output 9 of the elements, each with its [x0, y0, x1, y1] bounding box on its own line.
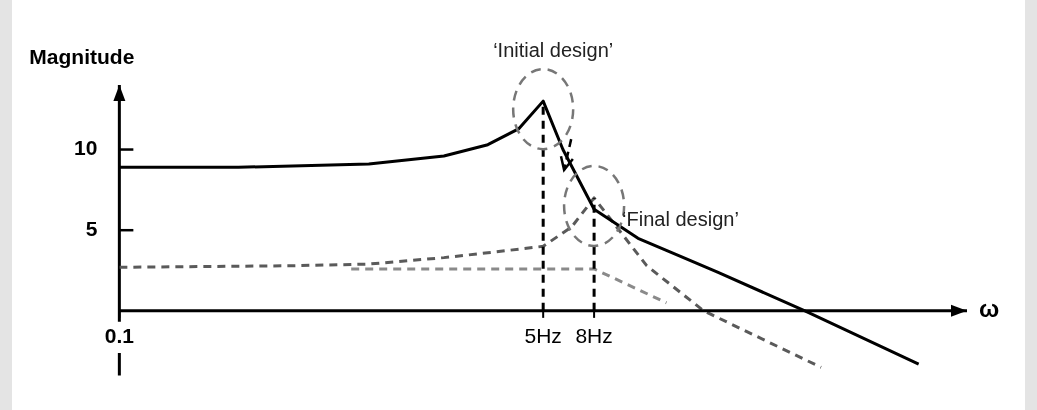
x-axis-title: ω: [979, 294, 1000, 323]
y-tick-label: 5: [85, 217, 98, 240]
annotation: ‘Initial design’: [493, 39, 614, 63]
x-tick-label: 8Hz: [575, 324, 613, 348]
y-axis-title: Magnitude: [29, 45, 135, 69]
annotation: ‘Final design’: [622, 207, 739, 231]
x-tick-label: 5Hz: [524, 324, 562, 348]
x-tick-label: 0.1: [104, 324, 135, 348]
y-tick-label: 10: [74, 136, 98, 160]
